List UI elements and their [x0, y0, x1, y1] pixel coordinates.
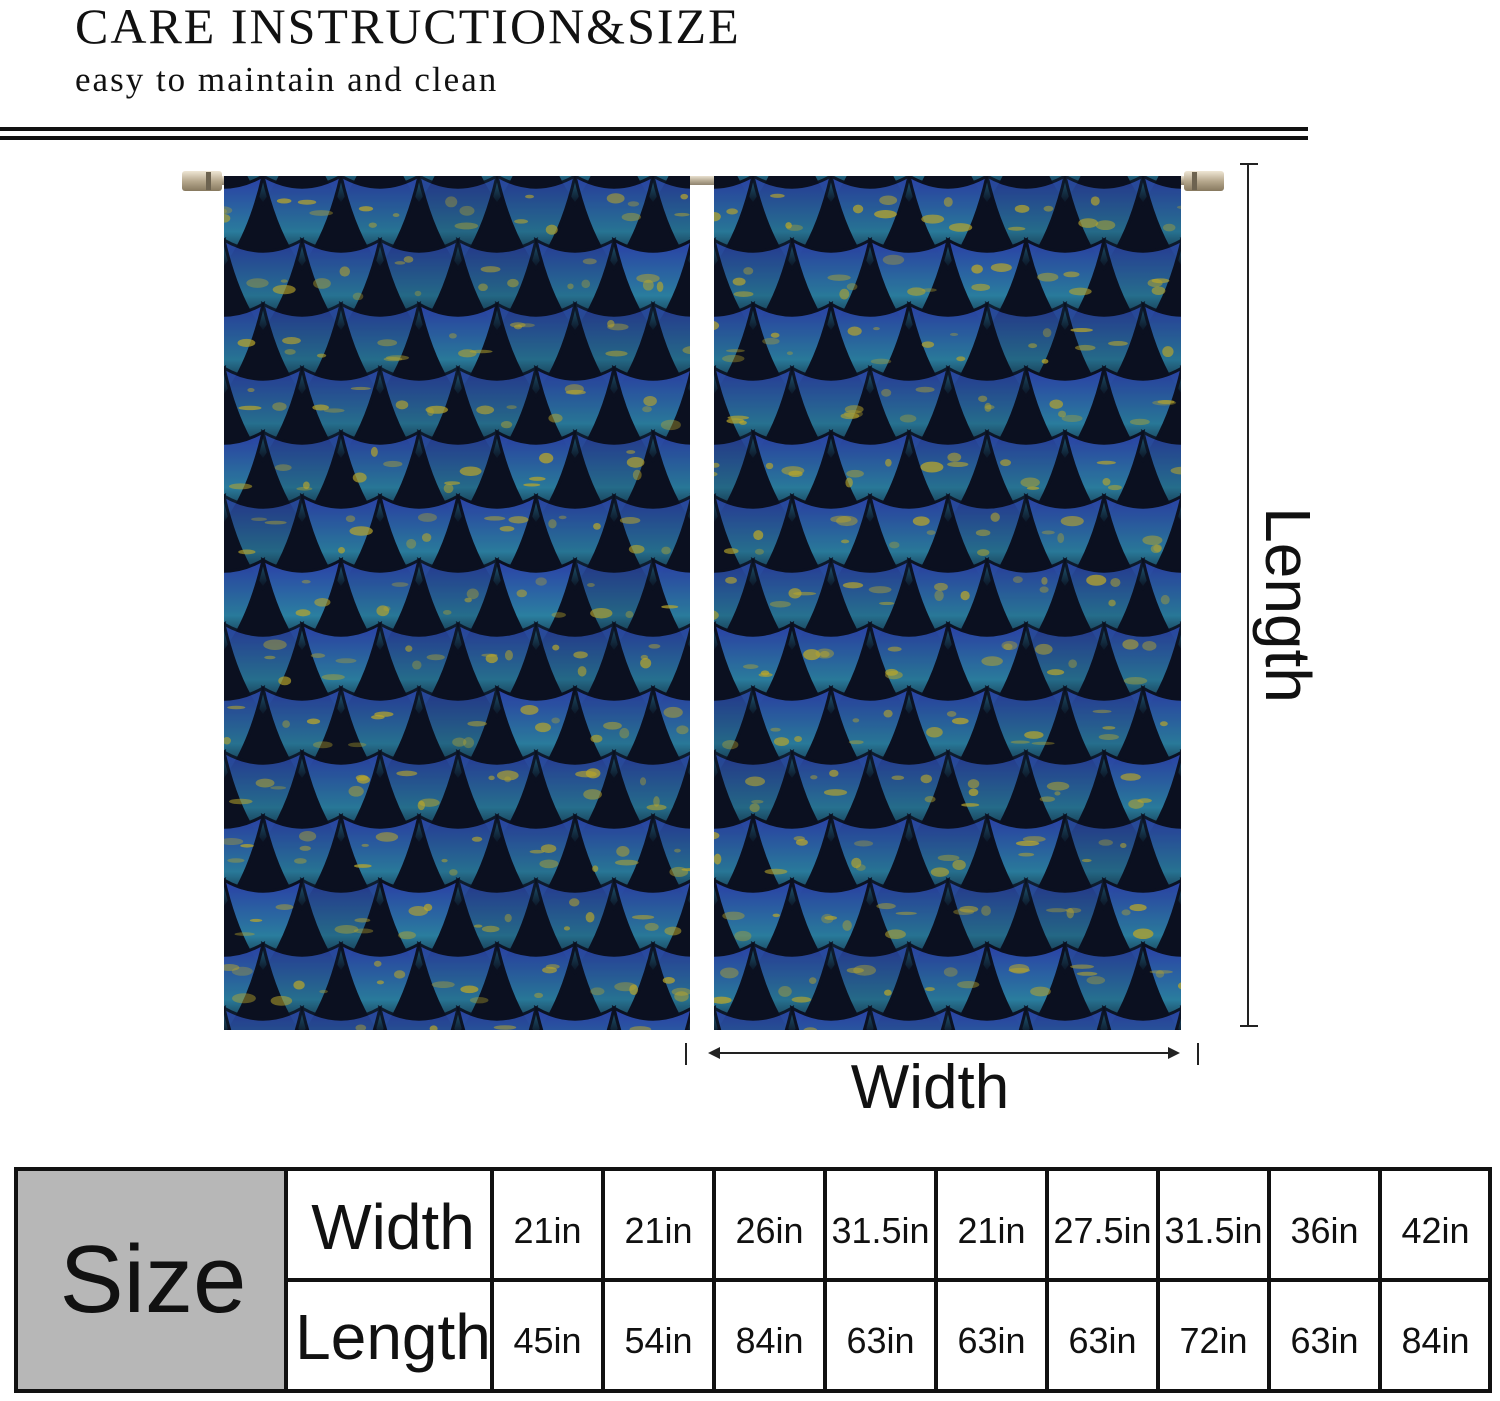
- curtain-panel-left: [224, 176, 690, 1030]
- table-divider: [934, 1171, 938, 1389]
- size-header-label: Size: [59, 1226, 247, 1333]
- table-divider: [823, 1171, 827, 1389]
- row-label-length: Length: [295, 1301, 491, 1373]
- rod-ring: [1192, 172, 1197, 190]
- curtain-rod-end-left: [182, 171, 222, 191]
- width-value: 21in: [513, 1210, 582, 1251]
- width-value: 21in: [624, 1210, 693, 1251]
- arrow-right-icon: [1168, 1047, 1180, 1059]
- table-divider: [1156, 1171, 1160, 1389]
- table-divider: [712, 1171, 716, 1389]
- width-value: 27.5in: [1053, 1210, 1152, 1251]
- length-value: 63in: [957, 1320, 1026, 1361]
- page-subtitle: easy to maintain and clean: [75, 60, 499, 99]
- table-divider: [1267, 1171, 1271, 1389]
- row-label-width: Width: [311, 1191, 475, 1263]
- width-dimension-line: [710, 1052, 1178, 1054]
- length-value: 72in: [1179, 1320, 1248, 1361]
- table-divider: [284, 1171, 288, 1389]
- size-table: Size Width Length 21in 45in 21in 54in 26in 84…: [14, 1167, 1492, 1393]
- width-value: 36in: [1290, 1210, 1359, 1251]
- length-dimension-tick: [1240, 163, 1258, 165]
- curtain-rod: [183, 176, 1223, 185]
- arrow-left-icon: [708, 1047, 720, 1059]
- table-divider: [601, 1171, 605, 1389]
- table-divider: [1378, 1171, 1382, 1389]
- length-value: 54in: [624, 1320, 693, 1361]
- width-dimension-tick: [685, 1043, 687, 1065]
- length-value: 63in: [1068, 1320, 1137, 1361]
- width-label: Width: [850, 1053, 1010, 1122]
- width-value: 31.5in: [831, 1210, 930, 1251]
- length-dimension-line: [1247, 165, 1249, 1027]
- width-value: 21in: [957, 1210, 1026, 1251]
- size-header-cell: Size: [18, 1171, 288, 1389]
- width-value: 31.5in: [1164, 1210, 1263, 1251]
- length-dimension-tick: [1240, 1025, 1258, 1027]
- length-value: 84in: [1401, 1320, 1470, 1361]
- table-divider: [288, 1278, 1488, 1282]
- divider-line: [0, 127, 1308, 131]
- curtain-panel-right: [714, 176, 1181, 1030]
- length-label: Length: [1252, 507, 1324, 703]
- dragon-scale-pattern: [224, 176, 690, 1030]
- divider-line: [0, 136, 1308, 140]
- table-divider: [1045, 1171, 1049, 1389]
- length-value: 63in: [846, 1320, 915, 1361]
- dragon-scale-pattern: [714, 176, 1181, 1030]
- length-value: 63in: [1290, 1320, 1359, 1361]
- width-dimension-tick: [1197, 1043, 1199, 1065]
- curtain-rod-end-right: [1184, 171, 1224, 191]
- length-value: 84in: [735, 1320, 804, 1361]
- width-value: 26in: [735, 1210, 804, 1251]
- page-title: CARE INSTRUCTION&SIZE: [75, 0, 741, 54]
- width-value: 42in: [1401, 1210, 1470, 1251]
- rod-ring: [206, 172, 211, 190]
- length-value: 45in: [513, 1320, 582, 1361]
